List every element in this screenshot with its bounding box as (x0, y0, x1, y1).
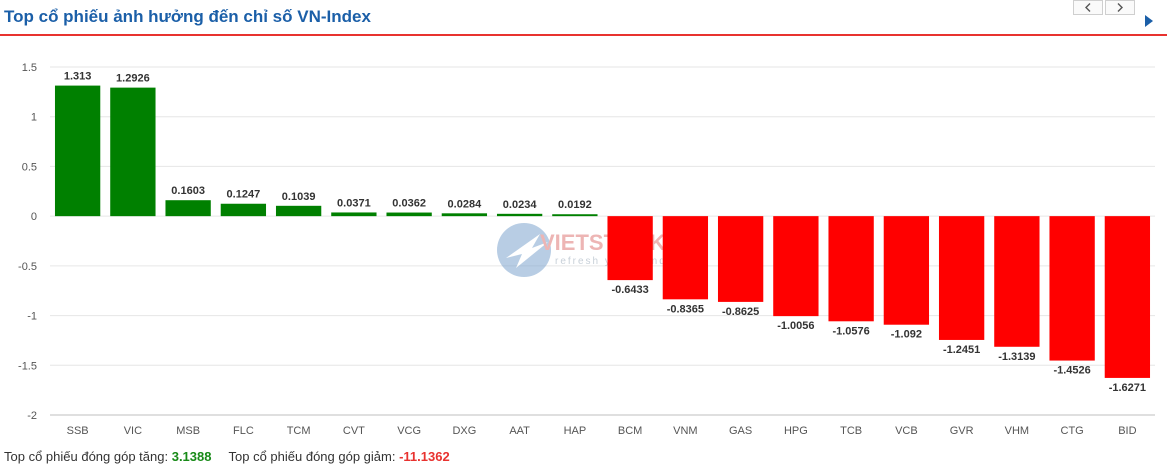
x-tick-label: HPG (784, 425, 808, 437)
bar-vic[interactable] (110, 87, 156, 217)
chart-nav (1073, 0, 1135, 16)
chevron-left-icon (1085, 3, 1091, 12)
summary-footer: Top cổ phiếu đóng góp tăng: 3.1388 Top c… (4, 449, 450, 464)
x-tick-label: BID (1118, 425, 1136, 437)
x-tick-label: CVT (343, 425, 365, 437)
bar-bcm[interactable] (607, 216, 653, 281)
data-label: 0.0371 (337, 197, 371, 209)
next-button[interactable] (1105, 0, 1135, 15)
decrease-label: Top cổ phiếu đóng góp giảm: (228, 449, 396, 464)
chevron-right-icon (1117, 3, 1123, 12)
bar-dxg[interactable] (441, 213, 488, 217)
bar-vcg[interactable] (386, 212, 432, 217)
bar-ssb[interactable] (54, 85, 101, 217)
data-label: -1.3139 (998, 351, 1035, 363)
x-tick-label: VCB (895, 425, 918, 437)
x-tick-label: GVR (950, 425, 974, 437)
y-axis: 1.5 1 0.5 0 -0.5 -1 -1.5 -2 (18, 62, 37, 422)
y-tick-label: 1 (31, 112, 37, 124)
bar-vcb[interactable] (883, 216, 930, 325)
bar-cvt[interactable] (331, 212, 377, 217)
play-triangle-icon[interactable] (1145, 15, 1153, 27)
x-tick-label: FLC (233, 425, 254, 437)
plane-icon (506, 234, 548, 268)
data-label: 0.1247 (227, 189, 261, 201)
decrease-value: -11.1362 (399, 449, 450, 464)
x-tick-label: VHM (1005, 425, 1029, 437)
y-tick-label: 1.5 (22, 62, 37, 74)
increase-label: Top cổ phiếu đóng góp tăng: (4, 449, 169, 464)
bar-vhm[interactable] (994, 216, 1040, 347)
data-label: -1.4526 (1053, 365, 1090, 377)
data-label: -1.0056 (777, 320, 814, 332)
data-label: -0.6433 (611, 284, 648, 296)
y-tick-label: -1.5 (18, 360, 37, 372)
data-label: -1.0576 (832, 325, 869, 337)
x-tick-label: MSB (176, 425, 200, 437)
y-tick-label: -0.5 (18, 261, 37, 273)
data-label: 0.0284 (448, 198, 483, 210)
bar-hap[interactable] (552, 214, 598, 217)
data-label: -1.092 (891, 329, 922, 341)
x-tick-label: HAP (564, 425, 587, 437)
page-title: Top cổ phiếu ảnh hưởng đến chỉ số VN-Ind… (4, 7, 371, 26)
y-tick-label: 0.5 (22, 161, 37, 173)
bar-msb[interactable] (165, 200, 211, 217)
data-label: 1.313 (64, 71, 92, 83)
bar-tcb[interactable] (828, 216, 874, 322)
data-label: -1.6271 (1109, 382, 1146, 394)
bar-ctg[interactable] (1049, 216, 1095, 361)
data-label: 0.0192 (558, 199, 592, 211)
data-label: 0.0362 (392, 198, 426, 210)
y-tick-label: -2 (27, 410, 37, 422)
y-tick-label: 0 (31, 211, 37, 223)
bar-chart: VIETSTOCK refresh your mind 1.3131.29260… (18, 62, 1155, 437)
data-label: 0.1039 (282, 191, 316, 203)
increase-value: 3.1388 (171, 449, 212, 464)
data-label: -0.8365 (667, 303, 704, 315)
y-tick-label: -1 (27, 311, 37, 323)
x-tick-label: BCM (618, 425, 642, 437)
x-tick-label: VNM (673, 425, 697, 437)
x-tick-label: CTG (1061, 425, 1084, 437)
bars (54, 85, 1151, 378)
data-label: 1.2926 (116, 73, 150, 85)
x-tick-label: GAS (729, 425, 752, 437)
chart-header: Top cổ phiếu ảnh hưởng đến chỉ số VN-Ind… (0, 0, 1167, 36)
x-tick-label: VCG (397, 425, 421, 437)
bar-aat[interactable] (496, 213, 543, 217)
x-tick-label: TCB (840, 425, 862, 437)
bar-gas[interactable] (717, 216, 764, 302)
x-tick-label: VIC (124, 425, 142, 437)
data-label: 0.0234 (503, 199, 538, 211)
bar-tcm[interactable] (275, 205, 322, 217)
data-label: -0.8625 (722, 306, 759, 318)
data-labels: 1.313 1.2926 0.1603 0.1247 0.1039 0.0371 0.036… (64, 71, 1146, 394)
bar-vnm[interactable] (662, 216, 709, 300)
x-axis: SSB VIC MSB FLC TCM CVT VCG DXG AAT HAP BCM VNM GAS H… (67, 425, 1137, 437)
bar-hpg[interactable] (773, 216, 819, 317)
bar-flc[interactable] (220, 203, 267, 217)
x-tick-label: DXG (452, 425, 476, 437)
x-tick-label: TCM (287, 425, 311, 437)
x-tick-label: AAT (509, 425, 530, 437)
x-tick-label: SSB (67, 425, 89, 437)
chart-area: VIETSTOCK refresh your mind 1.3131.29260… (0, 36, 1167, 446)
bar-gvr[interactable] (938, 216, 985, 340)
prev-button[interactable] (1073, 0, 1103, 15)
data-label: 0.1603 (171, 185, 205, 197)
bar-bid[interactable] (1104, 216, 1151, 378)
data-label: -1.2451 (943, 344, 980, 356)
